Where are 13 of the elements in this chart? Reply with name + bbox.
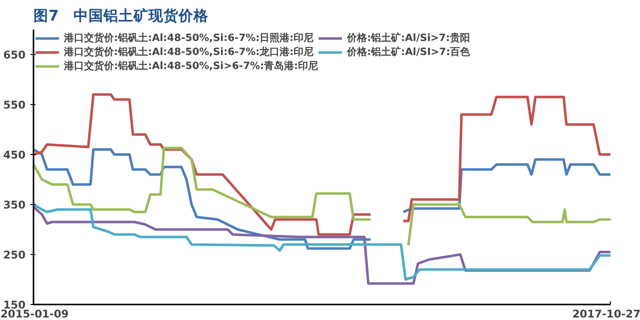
legend-label: 港口交货价:铝矾土:Al:48-50%,Si:6-7%:龙口港:印尼 [64, 45, 314, 59]
y-tick-label: 650 [3, 48, 26, 62]
y-tick-label: 550 [3, 98, 26, 112]
legend-label: 港口交货价:铝矾土:Al:48-50%,Si:6-7%:日照港:印尼 [64, 31, 314, 45]
x-tick-label: 2017-10-27 [572, 308, 640, 320]
legend-label: 港口交货价:铝矾土:Al:48-50%,Si>6-7%:青岛港:印尼 [64, 59, 318, 73]
y-tick-label: 450 [3, 148, 26, 162]
x-tick-label: 2015-01-09 [0, 308, 69, 320]
chart-title: 图7 中国铝土矿现货价格 [34, 6, 210, 24]
y-tick-label: 350 [3, 198, 26, 212]
legend-label: 价格:铝土矿:Al/Si>7:贵阳 [347, 31, 470, 45]
y-tick-label: 250 [3, 248, 26, 262]
legend-label: 价格:铝土矿:Al/SI>7:百色 [347, 45, 470, 59]
